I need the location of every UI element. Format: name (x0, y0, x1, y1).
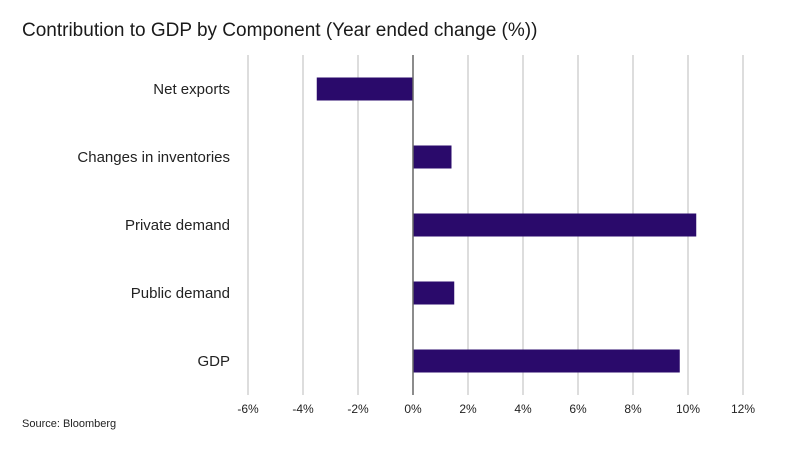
x-tick-label: 8% (624, 402, 642, 416)
bar (413, 281, 455, 305)
bars (316, 77, 697, 373)
x-tick-label: -2% (347, 402, 369, 416)
bar (413, 145, 452, 169)
x-tick-label: 6% (569, 402, 587, 416)
x-tick-label: -6% (237, 402, 259, 416)
category-label: Changes in inventories (77, 149, 230, 166)
x-tick-label: -4% (292, 402, 314, 416)
bar (413, 349, 680, 373)
x-tick-label: 2% (459, 402, 477, 416)
bar (413, 213, 697, 237)
x-tick-label: 10% (676, 402, 700, 416)
chart-title: Contribution to GDP by Component (Year e… (22, 20, 538, 41)
x-tick-label: 0% (404, 402, 422, 416)
category-labels: Net exports Changes in inventories Private… (77, 81, 230, 370)
category-label: Private demand (125, 217, 230, 234)
category-label: Public demand (131, 285, 230, 302)
source-note: Source: Bloomberg (22, 418, 117, 430)
x-tick-label: 12% (731, 402, 755, 416)
category-label: GDP (197, 353, 230, 370)
x-tick-labels: -6% -4% -2% 0% 2% 4% 6% 8% 10% 12% (237, 402, 755, 416)
category-label: Net exports (153, 81, 230, 98)
x-tick-label: 4% (514, 402, 532, 416)
bar (316, 77, 413, 101)
